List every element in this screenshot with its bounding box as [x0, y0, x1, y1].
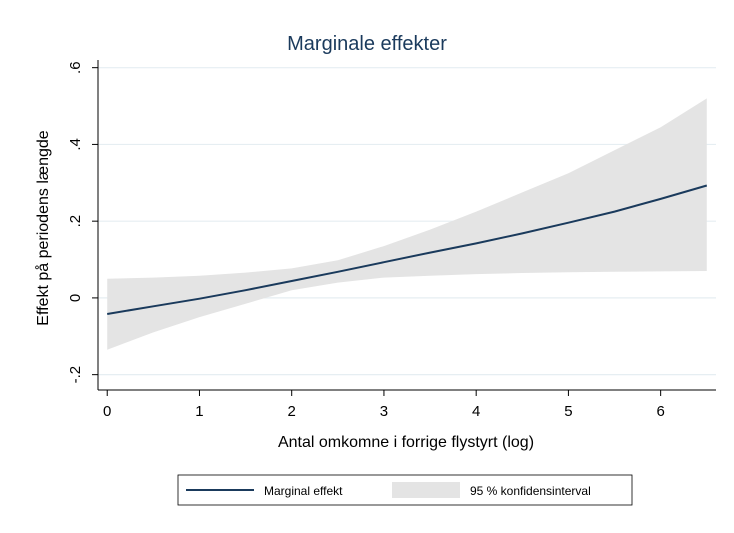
y-tick-label: -.2	[67, 366, 84, 384]
x-tick-label: 1	[195, 403, 203, 420]
x-axis-label: Antal omkomne i forrige flystyrt (log)	[278, 434, 534, 451]
legend-label-marginal: Marginal effekt	[264, 484, 343, 498]
x-tick-label: 4	[472, 403, 480, 420]
x-tick-label: 0	[103, 403, 111, 420]
y-tick-label: .4	[67, 138, 84, 151]
confidence-band	[107, 98, 707, 350]
axes: -.2 0 .2 .4 .6 0 1 2 3 4 5 6	[67, 60, 716, 420]
x-tick-label: 5	[564, 403, 572, 420]
chart-title: Marginale effekter	[287, 33, 447, 55]
y-tick-label: .2	[67, 215, 84, 228]
x-tick-label: 6	[656, 403, 664, 420]
marginal-effect-line-group	[107, 184, 708, 315]
legend: Marginal effekt 95 % konfidensinterval	[177, 474, 633, 506]
legend-label-ci: 95 % konfidensinterval	[470, 484, 591, 498]
marginal-effect-line	[107, 184, 708, 315]
y-tick-label: 0	[67, 294, 84, 302]
x-tick-label: 3	[380, 403, 388, 420]
y-tick-label: .6	[67, 61, 84, 74]
legend-band-swatch	[392, 482, 460, 498]
confidence-band-area	[107, 98, 707, 350]
y-axis-label: Effekt på periodens længde	[34, 130, 52, 326]
x-tick-label: 2	[288, 403, 296, 420]
